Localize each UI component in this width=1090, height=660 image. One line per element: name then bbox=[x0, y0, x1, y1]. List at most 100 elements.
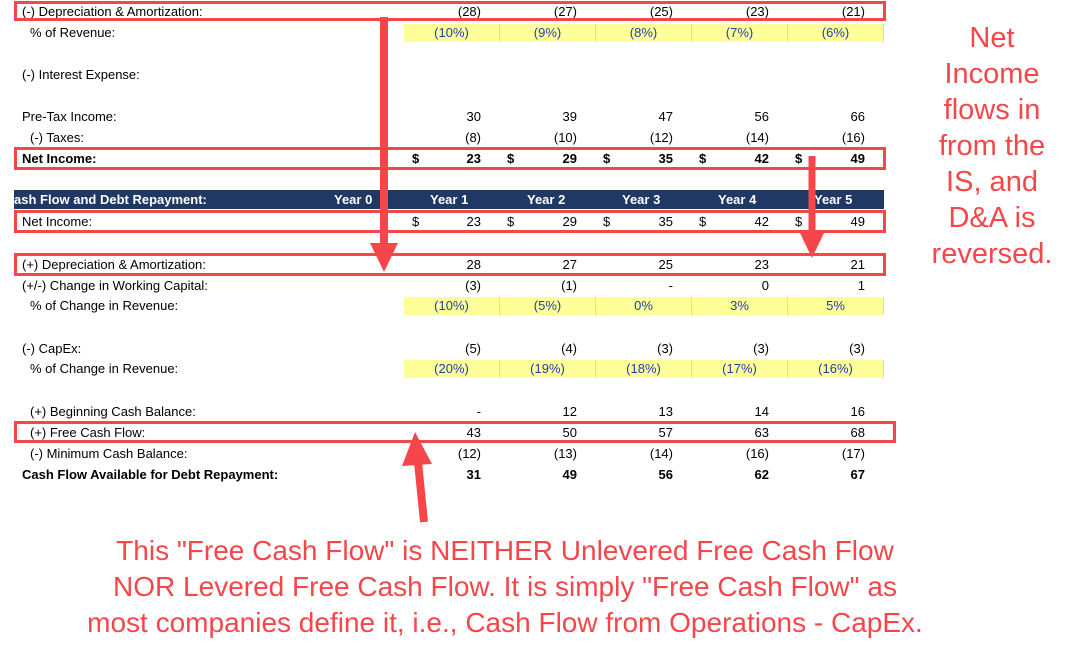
value-cell[interactable]: 43 bbox=[466, 425, 481, 440]
note-right-line: D&A is bbox=[948, 202, 1036, 234]
value-cell[interactable]: 13 bbox=[658, 404, 673, 419]
value-cell[interactable]: 23 bbox=[754, 257, 769, 272]
dollar-sign: $ bbox=[507, 151, 515, 166]
value-cell[interactable]: 30 bbox=[466, 109, 481, 124]
value-cell[interactable]: 63 bbox=[754, 425, 769, 440]
value-cell[interactable]: 28 bbox=[466, 257, 481, 272]
dollar-sign: $ bbox=[699, 151, 707, 166]
value-cell[interactable]: 14 bbox=[754, 404, 769, 419]
value-cell[interactable]: 66 bbox=[850, 109, 865, 124]
value-cell[interactable]: 0 bbox=[761, 278, 769, 293]
arrow-da-down-head bbox=[370, 243, 398, 272]
header-title: ash Flow and Debt Repayment: bbox=[14, 192, 207, 207]
input-cell[interactable]: 0% bbox=[596, 297, 692, 315]
note-bottom-line: NOR Levered Free Cash Flow. It is simply… bbox=[113, 571, 897, 602]
value-cell[interactable]: (4) bbox=[561, 341, 577, 356]
header-year-2: Year 2 bbox=[527, 192, 566, 207]
value-cell[interactable]: 12 bbox=[562, 404, 577, 419]
value-cell[interactable]: 68 bbox=[850, 425, 865, 440]
value-cell[interactable]: 25 bbox=[658, 257, 673, 272]
value-cell[interactable]: 57 bbox=[658, 425, 673, 440]
value-cell[interactable]: (12) bbox=[457, 446, 481, 461]
row-label: (-) Interest Expense: bbox=[22, 67, 140, 82]
row-da-cf: (+) Depreciation & Amortization: 28 27 25 23… bbox=[0, 255, 890, 275]
value-cell[interactable]: (5) bbox=[465, 341, 481, 356]
row-label: Cash Flow Available for Debt Repayment: bbox=[22, 467, 279, 482]
value-cell[interactable]: (14) bbox=[649, 446, 673, 461]
input-cell[interactable]: (6%) bbox=[788, 24, 884, 42]
value-cell[interactable]: 67 bbox=[850, 467, 865, 482]
input-cell[interactable]: (10%) bbox=[404, 24, 500, 42]
value-cell[interactable]: (10) bbox=[553, 130, 577, 145]
input-cell[interactable]: (19%) bbox=[500, 360, 596, 378]
value-cell[interactable]: 23 bbox=[466, 214, 481, 229]
value-cell[interactable]: - bbox=[476, 404, 481, 419]
value-cell[interactable]: 27 bbox=[562, 257, 577, 272]
value-cell[interactable]: 56 bbox=[754, 109, 769, 124]
value-cell[interactable]: 47 bbox=[658, 109, 673, 124]
value-cell[interactable]: 16 bbox=[850, 404, 865, 419]
value-cell[interactable]: 49 bbox=[562, 467, 577, 482]
row-label: (+/-) Change in Working Capital: bbox=[22, 278, 208, 293]
input-cell[interactable]: (8%) bbox=[596, 24, 692, 42]
value-cell[interactable]: 56 bbox=[658, 467, 673, 482]
note-right-line: reversed. bbox=[931, 238, 1053, 270]
arrow-fcf-up-shaft bbox=[414, 461, 428, 523]
input-cell[interactable]: (7%) bbox=[692, 24, 788, 42]
value-cell[interactable]: 49 bbox=[850, 151, 865, 166]
input-cell[interactable]: (16%) bbox=[788, 360, 884, 378]
value-cell[interactable]: 35 bbox=[658, 214, 673, 229]
value-cell[interactable]: 29 bbox=[562, 151, 577, 166]
value-cell[interactable]: 21 bbox=[850, 257, 865, 272]
value-cell[interactable]: (25) bbox=[649, 4, 673, 19]
input-cell[interactable]: (18%) bbox=[596, 360, 692, 378]
value-cell[interactable]: 39 bbox=[562, 109, 577, 124]
header-year-4: Year 4 bbox=[718, 192, 757, 207]
value-cell[interactable]: 1 bbox=[857, 278, 865, 293]
value-cell[interactable]: (23) bbox=[745, 4, 769, 19]
highlight-net-income-cf bbox=[14, 210, 886, 233]
value-cell[interactable]: 50 bbox=[562, 425, 577, 440]
header-year-5: Year 5 bbox=[814, 192, 853, 207]
value-cell[interactable]: (12) bbox=[649, 130, 673, 145]
value-cell[interactable]: 29 bbox=[562, 214, 577, 229]
input-cell[interactable]: (9%) bbox=[500, 24, 596, 42]
input-cell[interactable]: (17%) bbox=[692, 360, 788, 378]
input-cell[interactable]: 3% bbox=[692, 297, 788, 315]
row-label: Net Income: bbox=[22, 151, 97, 166]
value-cell[interactable]: 49 bbox=[850, 214, 865, 229]
value-cell[interactable]: 42 bbox=[754, 214, 769, 229]
value-cell[interactable]: 23 bbox=[466, 151, 481, 166]
value-cell[interactable]: (8) bbox=[465, 130, 481, 145]
input-cell[interactable]: (10%) bbox=[404, 297, 500, 315]
value-cell[interactable]: (28) bbox=[457, 4, 481, 19]
value-cell[interactable]: 42 bbox=[754, 151, 769, 166]
value-cell[interactable]: (3) bbox=[657, 341, 673, 356]
value-cell[interactable]: - bbox=[668, 278, 673, 293]
note-bottom-line: most companies define it, i.e., Cash Flo… bbox=[87, 607, 923, 638]
value-cell[interactable]: (3) bbox=[849, 341, 865, 356]
value-cell[interactable]: (27) bbox=[553, 4, 577, 19]
input-cell[interactable]: (5%) bbox=[500, 297, 596, 315]
value-cell[interactable]: (16) bbox=[841, 130, 865, 145]
value-cell[interactable]: (14) bbox=[745, 130, 769, 145]
row-label: % of Change in Revenue: bbox=[30, 361, 179, 376]
value-cell[interactable]: (3) bbox=[753, 341, 769, 356]
value-cell[interactable]: (13) bbox=[553, 446, 577, 461]
row-label: (-) Depreciation & Amortization: bbox=[22, 4, 203, 19]
note-right-line: from the bbox=[938, 130, 1046, 162]
value-cell[interactable]: 35 bbox=[658, 151, 673, 166]
row-label: (-) CapEx: bbox=[22, 341, 82, 356]
value-cell[interactable]: (21) bbox=[841, 4, 865, 19]
value-cell[interactable]: (17) bbox=[841, 446, 865, 461]
dollar-sign: $ bbox=[795, 151, 803, 166]
input-cell[interactable]: (20%) bbox=[404, 360, 500, 378]
value-cell[interactable]: 62 bbox=[754, 467, 769, 482]
input-cell[interactable]: 5% bbox=[788, 297, 884, 315]
cash-flow-header: ash Flow and Debt Repayment: Year 0 Year… bbox=[14, 190, 884, 209]
value-cell[interactable]: 31 bbox=[466, 467, 481, 482]
value-cell[interactable]: (1) bbox=[561, 278, 577, 293]
value-cell[interactable]: (16) bbox=[745, 446, 769, 461]
value-cell[interactable]: (3) bbox=[465, 278, 481, 293]
